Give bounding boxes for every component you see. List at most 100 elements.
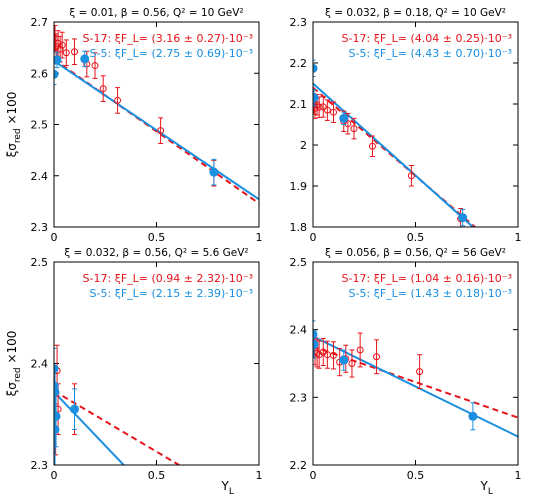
- data-point-s-5: [54, 69, 59, 79]
- data-point-s-5: [54, 424, 60, 434]
- plot-area: [313, 59, 476, 227]
- data-point-s-5: [458, 213, 468, 223]
- y-tick-label: 2.5: [31, 119, 49, 132]
- panel-frame: [53, 261, 260, 466]
- panel-frame: [53, 21, 260, 228]
- data-point-s-17: [344, 120, 352, 128]
- y-tick-label: 2.6: [31, 67, 49, 80]
- x-axis-label: YL: [221, 479, 234, 495]
- x-axis-label-main: Y: [480, 479, 489, 493]
- x-tick-label: 0.5: [407, 469, 425, 482]
- legend-entry-s-5: S-5: ξF_L= (1.43 ± 0.18)·10⁻³: [349, 287, 512, 300]
- x-axis-label: YL: [480, 479, 493, 495]
- x-tick-label: 0.5: [148, 231, 166, 244]
- fit-line-s-5: [313, 335, 518, 438]
- panel-title: ξ = 0.032, β = 0.56, Q² = 5.6 GeV²: [64, 247, 248, 259]
- y-tick-label: 2.3: [290, 391, 308, 404]
- x-tick-label: 0: [310, 231, 317, 244]
- x-tick-label: 0.5: [148, 469, 166, 482]
- y-tick-label: 2.3: [31, 221, 49, 234]
- data-point-s-17: [348, 360, 356, 367]
- data-point-s-17: [350, 125, 358, 133]
- legend-entry-s-17: S-17: ξF_L= (1.04 ± 0.16)·10⁻³: [342, 272, 512, 285]
- fit-line-s-5: [54, 391, 125, 465]
- x-tick-label: 0: [51, 469, 58, 482]
- panel-3: ξ = 0.032, β = 0.56, Q² = 5.6 GeV² 0 0.5 1 2…: [5, 247, 263, 495]
- y-axis-label-main: ξσ: [5, 382, 19, 397]
- plot-area: [54, 344, 180, 465]
- y-tick-label: 2.5: [290, 256, 308, 269]
- y-axis-label-tail: ×100: [5, 331, 19, 368]
- data-point-s-17: [356, 346, 364, 354]
- fit-line-s-17: [313, 345, 518, 419]
- y-tick-label: 2.4: [31, 170, 49, 183]
- x-tick-label: 1: [515, 231, 522, 244]
- x-tick-label: 1: [256, 469, 263, 482]
- y-tick-label: 1.9: [290, 180, 308, 193]
- data-point-s-17: [99, 85, 107, 93]
- x-axis-label-sub: L: [229, 487, 234, 495]
- x-tick-label: 0.5: [407, 231, 425, 244]
- plot-area: [313, 320, 518, 438]
- y-tick-label: 2.5: [31, 256, 49, 269]
- panel-4: ξ = 0.056, β = 0.56, Q² = 56 GeV² 0 0.5 1 2.…: [290, 247, 522, 495]
- legend-entry-s-17: S-17: ξF_L= (3.16 ± 0.27)·10⁻³: [83, 32, 253, 45]
- y-tick-label: 1.8: [290, 221, 308, 234]
- data-point-s-5: [313, 93, 319, 103]
- data-point-s-5: [468, 411, 478, 421]
- data-point-s-17: [91, 62, 99, 70]
- x-tick-label: 0: [51, 231, 58, 244]
- data-point-s-5: [313, 63, 318, 73]
- data-point-s-17: [56, 45, 64, 53]
- data-point-s-17: [416, 368, 424, 376]
- x-tick-label: 0: [310, 469, 317, 482]
- panel-title: ξ = 0.056, β = 0.56, Q² = 56 GeV²: [325, 247, 506, 259]
- panel-title: ξ = 0.032, β = 0.18, Q² = 10 GeV²: [325, 7, 506, 19]
- plot-area: [54, 25, 259, 205]
- x-axis-label-main: Y: [221, 479, 230, 493]
- x-axis-label-sub: L: [488, 487, 493, 495]
- data-point-s-5: [54, 55, 62, 65]
- data-point-s-17: [62, 49, 70, 57]
- y-tick-label: 2: [300, 139, 307, 152]
- data-point-s-17: [368, 142, 376, 150]
- data-point-s-17: [373, 353, 381, 361]
- y-tick-label: 2.2: [290, 57, 308, 70]
- data-point-s-17: [315, 103, 323, 111]
- panel-2: ξ = 0.032, β = 0.18, Q² = 10 GeV² 0 0.5 1 1.…: [290, 7, 522, 244]
- y-axis-label-sub: red: [13, 128, 23, 143]
- y-tick-label: 2.4: [31, 358, 49, 371]
- y-axis-label: ξσred ×100: [5, 331, 23, 397]
- y-tick-label: 2.3: [290, 16, 308, 29]
- data-point-s-17: [114, 96, 122, 104]
- data-point-s-17: [323, 106, 331, 114]
- data-point-s-5: [209, 167, 219, 177]
- panel-frame: [312, 21, 519, 228]
- data-point-s-5: [54, 411, 61, 421]
- fit-line-s-17: [54, 390, 180, 465]
- legend-entry-s-17: S-17: ξF_L= (0.94 ± 2.32)·10⁻³: [83, 272, 253, 285]
- y-tick-label: 2.2: [290, 459, 308, 472]
- panel-1: ξ = 0.01, β = 0.56, Q² = 10 GeV² 0 0.5 1 2.3…: [5, 7, 263, 244]
- data-point-s-5: [339, 355, 349, 365]
- data-point-s-17: [330, 108, 337, 116]
- legend-entry-s-5: S-5: ξF_L= (2.75 ± 0.69)·10⁻³: [90, 47, 253, 60]
- y-tick-label: 2.4: [290, 324, 308, 337]
- legend-entry-s-5: S-5: ξF_L= (2.15 ± 2.39)·10⁻³: [90, 287, 253, 300]
- y-axis-label: ξσred ×100: [5, 92, 23, 158]
- fit-line-s-5: [54, 60, 259, 201]
- data-point-s-5: [70, 404, 79, 414]
- y-axis-label-tail: ×100: [5, 92, 19, 129]
- data-point-s-5: [313, 340, 319, 350]
- data-point-s-5: [80, 54, 90, 64]
- panel-title: ξ = 0.01, β = 0.56, Q² = 10 GeV²: [69, 7, 243, 19]
- x-tick-label: 1: [256, 231, 263, 244]
- data-point-s-5: [339, 113, 349, 123]
- data-point-s-5: [54, 364, 59, 374]
- legend-entry-s-17: S-17: ξF_L= (4.04 ± 0.25)·10⁻³: [342, 32, 512, 45]
- data-point-s-17: [330, 351, 337, 359]
- data-point-s-17: [157, 127, 165, 135]
- legend-entry-s-5: S-5: ξF_L= (4.43 ± 0.70)·10⁻³: [349, 47, 512, 60]
- panel-frame: [312, 261, 519, 466]
